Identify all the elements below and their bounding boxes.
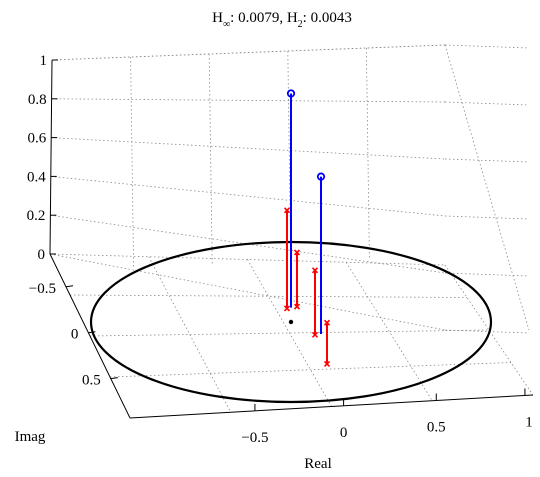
grid-line [444, 101, 530, 106]
blue-circle-marker [286, 89, 296, 98]
z-tick-label: 0.8 [28, 92, 47, 108]
real-axis-line [129, 394, 534, 419]
grid-line [287, 50, 292, 262]
y-tick-label: 0.5 [82, 373, 101, 389]
real-axis-ticks: −0.5 0 0.5 1 [241, 388, 533, 446]
z-tick-label: 0 [38, 247, 46, 263]
grid-line [444, 44, 530, 331]
grid-line [51, 98, 446, 103]
red-x-marker [311, 267, 319, 274]
grid-lines [49, 44, 534, 413]
grid-line [444, 329, 530, 334]
grid-line [51, 44, 446, 61]
y-axis-label: Imag [15, 429, 46, 445]
red-x-marker [293, 249, 301, 256]
x-axis-label: Real [304, 456, 332, 472]
grid-line [444, 272, 530, 277]
origin-marker [288, 319, 294, 325]
imag-axis-line [49, 253, 131, 419]
z-tick-label: 1 [40, 53, 48, 69]
imag-axis-ticks: −0.5 0 0.5 [29, 281, 118, 389]
x-tick-label: 1 [525, 414, 533, 430]
grid-line [51, 137, 446, 160]
grid-line [208, 53, 213, 265]
blue-circle-marker [316, 172, 326, 181]
grid-line [366, 47, 370, 259]
grid-line [69, 294, 468, 298]
grid-line [109, 362, 512, 378]
y-tick-label: 0 [71, 327, 79, 343]
grid-line [50, 176, 446, 217]
z-axis-line [49, 59, 53, 255]
grid-line [89, 329, 490, 337]
red-x-marker [293, 303, 301, 310]
stems [283, 89, 331, 368]
y-tick-mark [110, 377, 118, 380]
grid-line [148, 256, 232, 413]
y-tick-label: −0.5 [29, 281, 56, 297]
red-x-marker [311, 331, 319, 338]
chart-title: H∞: 0.0079, H2: 0.0043 [212, 10, 352, 30]
z-axis-ticks: 0 0.2 0.4 0.6 0.8 1 [27, 53, 58, 263]
grid-line [247, 259, 332, 407]
red-x-marker [323, 319, 331, 326]
x-tick-label: 0 [340, 425, 348, 441]
y-tick-mark [65, 285, 74, 288]
x-tick-label: 0.5 [427, 420, 446, 436]
grid-line [130, 56, 134, 268]
red-x-marker [323, 360, 331, 368]
red-x-marker [283, 207, 291, 214]
axes-box [49, 59, 534, 419]
x-tick-label: −0.5 [241, 430, 268, 446]
grid-line [444, 158, 530, 163]
grid-line [444, 44, 530, 49]
grid-line [444, 215, 530, 220]
z-tick-label: 0.4 [27, 169, 46, 185]
z-tick-label: 0.6 [27, 131, 46, 147]
red-x-marker [283, 305, 291, 312]
grid-line [345, 262, 433, 401]
grid-line [49, 253, 446, 331]
z-tick-label: 0.2 [27, 208, 46, 224]
grid-line [49, 253, 446, 266]
